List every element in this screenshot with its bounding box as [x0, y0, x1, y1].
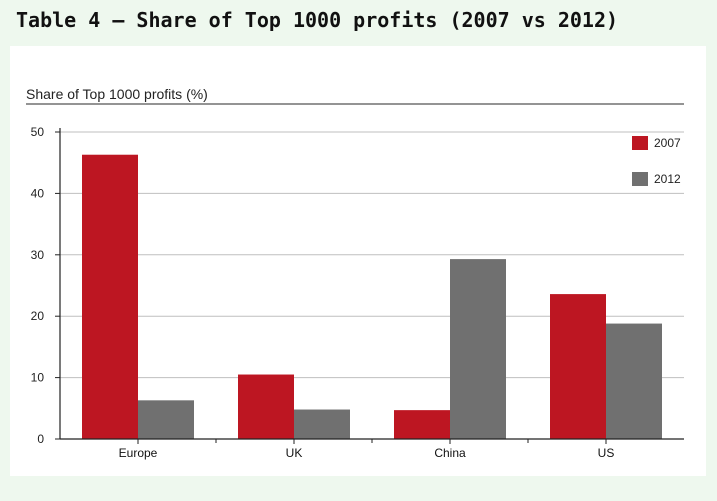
bar-europe-2007 [82, 154, 138, 439]
grid-layer [60, 131, 684, 379]
y-tick-label: 20 [31, 309, 45, 323]
bar-china-2007 [394, 410, 450, 439]
bar-uk-2012 [294, 409, 350, 439]
legend-label-2012: 2012 [654, 172, 681, 186]
bar-us-2007 [550, 294, 606, 439]
x-tick-label-uk: UK [286, 446, 303, 460]
bar-chart: Share of Top 1000 profits (%) 0 10 20 30 40 5… [26, 86, 684, 460]
bar-uk-2007 [238, 374, 294, 439]
x-tick-label-china: China [434, 446, 466, 460]
x-tick-label-us: US [598, 446, 615, 460]
legend-label-2007: 2007 [654, 136, 681, 150]
chart-panel: Share of Top 1000 profits (%) 0 10 20 30 40 5… [10, 46, 706, 476]
bar-china-2012 [450, 259, 506, 439]
bar-europe-2012 [138, 400, 194, 439]
y-tick-label: 50 [31, 125, 45, 139]
x-tick-label-europe: Europe [119, 446, 158, 460]
y-tick-label: 10 [31, 371, 45, 385]
bar-us-2012 [606, 323, 662, 439]
y-tick-label: 30 [31, 248, 45, 262]
y-axis-label: Share of Top 1000 profits (%) [26, 86, 208, 102]
legend-swatch-2012 [632, 172, 648, 186]
page-title: Table 4 – Share of Top 1000 profits (200… [16, 8, 619, 32]
legend-swatch-2007 [632, 136, 648, 150]
y-tick-label: 0 [37, 432, 44, 446]
legend: 2007 2012 [632, 136, 681, 186]
bar-layer [82, 154, 662, 439]
y-tick-label: 40 [31, 186, 45, 200]
axis-layer: 0 10 20 30 40 50 Europe UK China US [31, 125, 684, 460]
